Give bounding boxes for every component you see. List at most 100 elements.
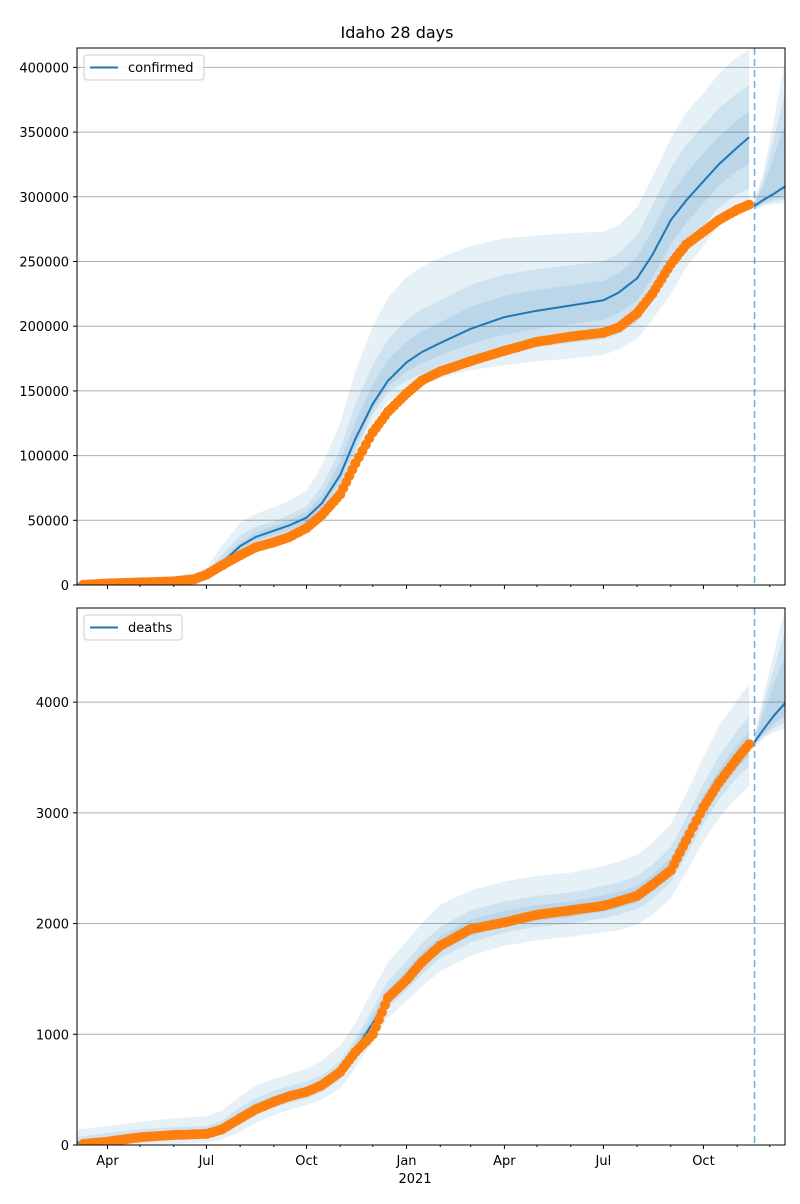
legend-box: [83, 54, 205, 81]
observed-point: [102, 578, 113, 585]
legend-box: [83, 614, 183, 641]
observed-point: [284, 532, 295, 543]
observed-point: [465, 924, 476, 935]
observed-point: [598, 327, 609, 338]
confirmed-panel: 0 50000 100000 150000 200000 250000 300000 3500…: [19, 47, 786, 594]
observed-point: [189, 574, 200, 585]
observed-point: [647, 288, 658, 299]
x-tick-label: Jul: [595, 1154, 612, 1169]
observed-point: [301, 1086, 312, 1097]
observed-point: [665, 259, 676, 270]
x-tick-label: Oct: [692, 1154, 714, 1169]
observed-point: [102, 1136, 113, 1145]
legend-label: deaths: [128, 621, 173, 636]
x-tick-label: Apr: [493, 1154, 516, 1169]
uncertainty-band-0: [77, 49, 750, 585]
uncertainty-band-0: [77, 684, 750, 1145]
observed-point: [335, 1066, 346, 1077]
observed-point: [383, 406, 393, 417]
plot-area: [77, 608, 785, 1145]
x-axis-year-label: 2021: [398, 1172, 431, 1187]
observed-point: [135, 577, 146, 585]
x-tick-label: Apr: [96, 1154, 119, 1169]
forecast-line: [753, 702, 785, 743]
legend: deaths: [83, 614, 183, 641]
y-tick-label: 400000: [19, 61, 69, 76]
observed-point: [681, 239, 691, 250]
observed-point: [732, 753, 743, 764]
deaths-panel: 0 1000 2000 3000 4000 Apr Jul Oct Jan Apr Jul Oct de…: [36, 607, 786, 1169]
y-tick-label: 100000: [19, 450, 69, 465]
observed-point: [465, 356, 476, 367]
observed-point: [350, 1047, 361, 1057]
observed-point: [698, 226, 709, 237]
observed-point: [499, 345, 510, 356]
y-tick-label: 4000: [36, 696, 69, 711]
observed-point: [268, 537, 279, 548]
observed-point: [78, 579, 89, 585]
observed-point: [647, 879, 658, 890]
y-tick-label: 2000: [36, 918, 69, 933]
observed-point: [316, 1080, 327, 1091]
legend-label: confirmed: [128, 61, 194, 76]
forecast-band-2: [754, 655, 785, 745]
observed-point: [732, 204, 743, 215]
observed-point: [335, 489, 346, 500]
forecast-band-1: [754, 631, 785, 746]
observed-point: [383, 992, 393, 1003]
x-tick-label: Oct: [295, 1154, 317, 1169]
observed-point: [201, 1128, 212, 1139]
figure-title: Idaho 28 days: [341, 23, 454, 42]
forecast-band-1: [754, 92, 785, 209]
observed-points: [78, 199, 755, 585]
y-tick-label: 150000: [19, 385, 69, 400]
observed-point: [401, 975, 412, 985]
observed-point: [235, 550, 246, 561]
observed-point: [250, 542, 261, 553]
observed-point: [744, 199, 755, 210]
x-tick-label: Jan: [396, 1154, 417, 1169]
observed-point: [135, 1132, 146, 1143]
uncertainty-band-1: [77, 85, 750, 585]
observed-point: [632, 308, 643, 319]
uncertainty-band-1: [77, 716, 750, 1145]
axes-frame: [76, 607, 786, 1146]
observed-point: [168, 1130, 179, 1140]
observed-point: [698, 802, 709, 813]
observed-point: [367, 427, 378, 438]
observed-point: [499, 917, 510, 928]
observed-point: [235, 1113, 246, 1124]
forecast-band-0: [754, 60, 785, 210]
observed-point: [435, 366, 446, 377]
forecast-band-2: [754, 123, 785, 208]
observed-point: [613, 896, 624, 907]
observed-point: [713, 777, 724, 788]
x-tick-label: Jul: [198, 1154, 215, 1169]
observed-point: [744, 739, 755, 750]
axes-frame: [76, 47, 786, 586]
observed-points: [78, 739, 755, 1145]
y-tick-label: 250000: [19, 256, 69, 271]
observed-point: [681, 835, 691, 846]
observed-point: [416, 957, 427, 968]
observed-point: [78, 1138, 89, 1145]
observed-point: [632, 890, 643, 901]
observed-point: [301, 523, 312, 534]
observed-point: [613, 322, 624, 333]
observed-point: [284, 1091, 295, 1102]
forecast-line: [753, 185, 785, 207]
y-tick-label: 0: [61, 579, 69, 594]
observed-point: [565, 331, 576, 342]
observed-point: [367, 1029, 378, 1040]
observed-point: [532, 909, 542, 920]
observed-point: [216, 1124, 227, 1135]
observed-point: [416, 375, 427, 386]
observed-point: [201, 569, 212, 580]
observed-point: [316, 510, 327, 521]
observed-point: [565, 905, 576, 916]
y-tick-label: 200000: [19, 320, 69, 335]
y-tick-label: 50000: [28, 514, 69, 529]
observed-point: [532, 336, 542, 347]
